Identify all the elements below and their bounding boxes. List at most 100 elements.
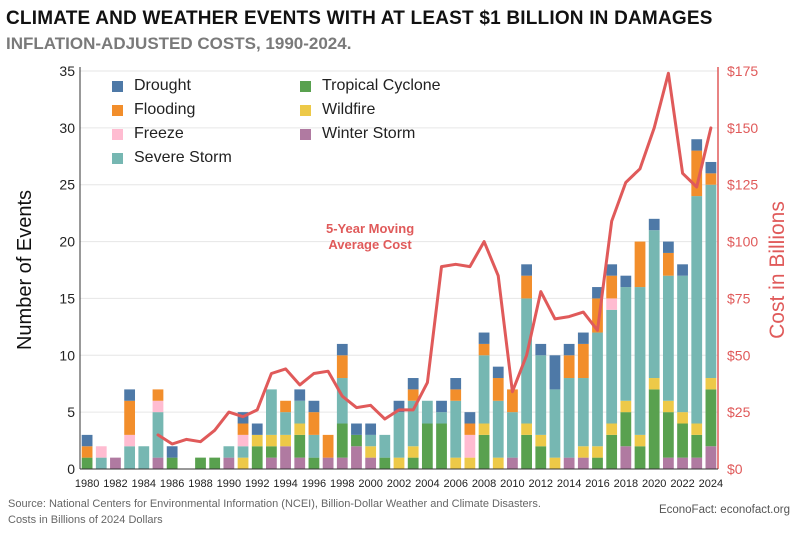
bar-segment-drought <box>521 264 532 276</box>
bar-segment-drought <box>691 139 703 151</box>
bar-segment-drought <box>620 275 632 288</box>
x-tick-label: 2016 <box>585 478 609 490</box>
y2-tick-label: $75 <box>727 290 751 306</box>
bar-segment-tropical-cyclone <box>251 446 263 469</box>
bar-segment-wildfire <box>521 423 532 435</box>
bar-segment-freeze <box>152 400 164 413</box>
bar-segment-winter-storm <box>691 457 703 469</box>
y-tick-label: 5 <box>67 404 75 420</box>
bar-segment-wildfire <box>592 446 603 458</box>
legend-swatch <box>112 128 123 140</box>
bar-segment-severe-storm <box>592 332 603 447</box>
moving-average-annotation: 5-Year Moving Average Cost <box>326 221 414 253</box>
y2-tick-label: $25 <box>727 404 751 420</box>
x-tick-label: 1988 <box>188 478 212 490</box>
y2-tick-label: $175 <box>727 63 758 79</box>
bar-segment-flooding <box>606 275 618 299</box>
y-tick-label: 30 <box>59 120 75 136</box>
bar-segment-tropical-cyclone <box>436 423 447 469</box>
bar-segment-wildfire <box>705 378 717 390</box>
y2-tick-label: $125 <box>727 177 758 193</box>
bar-segment-winter-storm <box>110 457 121 469</box>
x-tick-label: 2002 <box>387 478 411 490</box>
legend-label: Severe Storm <box>134 149 232 166</box>
bar-segment-winter-storm <box>507 457 518 469</box>
bar-segment-flooding <box>563 355 575 379</box>
bar-segment-drought <box>124 389 136 401</box>
bar-segment-tropical-cyclone <box>478 434 490 469</box>
bar-segment-tropical-cyclone <box>521 434 532 469</box>
bar-segment-drought <box>407 378 419 390</box>
bar-segment-wildfire <box>677 412 688 424</box>
bar-segment-severe-storm <box>223 446 235 458</box>
bar-segment-severe-storm <box>237 446 249 458</box>
bar-segment-severe-storm <box>549 389 561 458</box>
bar-segment-drought <box>336 343 348 356</box>
bar-segment-severe-storm <box>308 434 320 458</box>
bar-segment-severe-storm <box>280 412 291 435</box>
bar-segment-tropical-cyclone <box>535 446 547 469</box>
legend-item-freeze: Freeze <box>112 124 184 144</box>
bar-segment-winter-storm <box>152 457 164 469</box>
legend-label: Wildfire <box>322 101 376 118</box>
bar-segment-tropical-cyclone <box>648 389 660 469</box>
y-tick-label: 10 <box>59 347 75 363</box>
legend-swatch <box>112 152 123 164</box>
bar-segment-winter-storm <box>620 446 632 469</box>
bar-segment-drought <box>464 412 476 424</box>
source-line-2: Costs in Billions of 2024 Dollars <box>8 514 163 526</box>
bar-segment-severe-storm <box>535 355 547 435</box>
bar-segment-drought <box>294 389 306 401</box>
bar-segment-wildfire <box>549 457 561 469</box>
y2-axis-title: Cost in Billions <box>766 201 789 339</box>
bar-segment-drought <box>606 264 618 276</box>
bar-segment-drought <box>577 332 589 344</box>
bar-segment-tropical-cyclone <box>421 423 433 469</box>
bar-segment-wildfire <box>492 457 504 469</box>
bar-segment-tropical-cyclone <box>705 389 717 447</box>
bar-segment-drought <box>351 423 362 435</box>
bar-segment-winter-storm <box>266 457 277 469</box>
x-tick-label: 2018 <box>614 478 638 490</box>
legend-swatch <box>112 80 123 92</box>
bar-segment-severe-storm <box>691 196 703 424</box>
chart-title: CLIMATE AND WEATHER EVENTS WITH AT LEAST… <box>6 8 713 29</box>
bar-segment-flooding <box>280 400 291 413</box>
x-tick-label: 2008 <box>472 478 496 490</box>
bar-segment-drought <box>308 400 320 413</box>
bar-segment-freeze <box>95 446 107 458</box>
bar-segment-severe-storm <box>294 400 306 424</box>
x-tick-label: 1990 <box>217 478 241 490</box>
bar-segment-tropical-cyclone <box>351 434 362 447</box>
bar-segment-wildfire <box>251 434 263 447</box>
bar-segment-wildfire <box>535 434 547 447</box>
legend-label: Drought <box>134 77 191 94</box>
bar-segment-flooding <box>322 434 334 458</box>
x-tick-label: 1986 <box>160 478 184 490</box>
bar-segment-wildfire <box>620 400 632 413</box>
bar-segment-severe-storm <box>563 378 575 458</box>
bar-segment-wildfire <box>365 446 377 458</box>
bar-segment-flooding <box>308 412 320 435</box>
legend-label: Freeze <box>134 125 184 142</box>
bar-segment-wildfire <box>691 423 703 435</box>
bar-segment-tropical-cyclone <box>308 457 320 469</box>
bar-segment-flooding <box>407 389 419 401</box>
bar-segment-severe-storm <box>492 400 504 458</box>
bar-segment-flooding <box>705 173 717 185</box>
y-tick-label: 20 <box>59 234 75 250</box>
legend-item-winter-storm: Winter Storm <box>300 124 415 144</box>
bar-segment-wildfire <box>606 423 618 435</box>
chart-subtitle: INFLATION-ADJUSTED COSTS, 1990-2024. <box>6 34 352 53</box>
x-tick-label: 2022 <box>670 478 694 490</box>
bar-segment-severe-storm <box>677 275 688 413</box>
bar-segment-drought <box>436 400 447 413</box>
bar-segment-severe-storm <box>507 412 518 458</box>
bar-segment-tropical-cyclone <box>662 412 674 458</box>
y-tick-label: 15 <box>59 290 75 306</box>
bar-segment-severe-storm <box>606 309 618 424</box>
bar-segment-severe-storm <box>95 457 107 469</box>
bar-segment-flooding <box>464 423 476 435</box>
bar-segment-severe-storm <box>620 287 632 401</box>
